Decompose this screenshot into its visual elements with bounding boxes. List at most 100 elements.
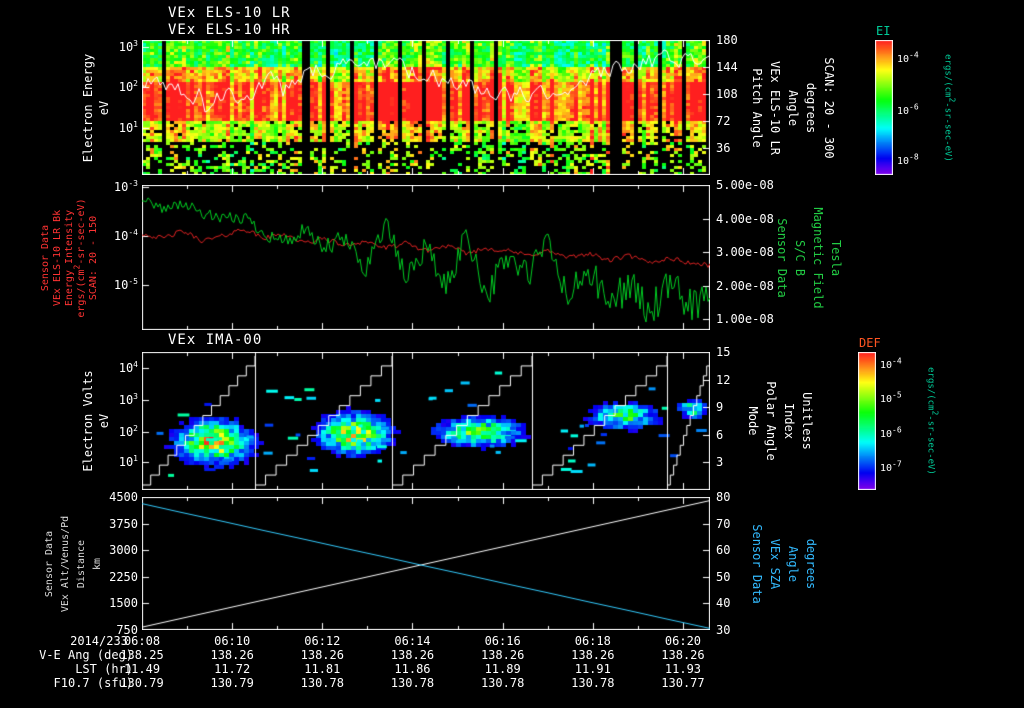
- table-value-1-0: 11.49: [123, 662, 161, 676]
- p3-left-axis-units: eV: [97, 413, 111, 429]
- p3-right-tick-4: 3: [716, 455, 724, 470]
- p1-right-tick-3: 72: [716, 114, 731, 128]
- colorbar-tick-0: 10-4: [897, 50, 919, 66]
- table-value-2-2: 130.78: [300, 676, 344, 690]
- colorbar-tick-2: 10-6: [880, 425, 902, 440]
- p4-right-tick-4: 40: [716, 596, 731, 611]
- p1-right-label-0: Pitch Angle: [750, 67, 764, 148]
- p2-left-label-1: VEx ELS-10 LR Bk: [52, 209, 63, 306]
- p4-right-tick-1: 70: [716, 516, 731, 531]
- p4-right-tick-2: 60: [716, 543, 731, 558]
- colorbar-tick-1: 10-5: [880, 390, 902, 406]
- p4-left-label-0: Sensor Data: [44, 530, 55, 597]
- p2-left-label-2: Energy Intensity: [64, 209, 75, 306]
- p2-right-tick-3: 2.00e-08: [716, 278, 774, 293]
- table-value-0-4: 138.26: [480, 648, 525, 662]
- p4-right-label-2: Angle: [786, 545, 800, 582]
- p1-left-axis-label: Electron Energy: [81, 53, 95, 162]
- p1-right-tick-4: 36: [716, 141, 731, 155]
- p2-right-label-1: S/C B: [793, 239, 807, 276]
- date-label: 2014/233: [70, 634, 128, 648]
- p4-right-tick-5: 30: [716, 623, 731, 637]
- colorbar-title-EI: EI: [876, 24, 891, 38]
- p3-right-tick-1: 12: [716, 372, 731, 387]
- p1-left-tick-1: 102: [118, 79, 138, 95]
- time-tick-label-5: 06:18: [574, 634, 611, 648]
- colorbar-title-DEF: DEF: [859, 336, 881, 350]
- table-row-label-1: LST (hr): [75, 662, 133, 676]
- time-tick-label-2: 06:12: [304, 634, 341, 648]
- p4-left-tick-2: 3000: [109, 543, 138, 558]
- p4-left-tick-1: 3750: [109, 516, 138, 531]
- table-value-0-0: 138.25: [120, 648, 164, 662]
- table-value-2-3: 130.78: [390, 676, 435, 690]
- p3-left-tick-2: 102: [118, 424, 138, 440]
- p3-left-axis-label: Electron Volts: [81, 370, 95, 472]
- p4-right-tick-3: 50: [716, 569, 731, 584]
- p3-right-tick-3: 6: [716, 427, 724, 442]
- p3-left-tick-0: 104: [118, 359, 138, 375]
- p2-left-tick-1: 10-4: [113, 228, 138, 244]
- time-tick-label-3: 06:14: [394, 634, 431, 648]
- time-tick-label-0: 06:08: [123, 634, 161, 648]
- table-value-0-5: 138.26: [571, 648, 615, 662]
- time-tick-label-1: 06:10: [214, 634, 251, 648]
- p2-right-tick-1: 4.00e-08: [716, 211, 774, 226]
- p3-right-label-0: Mode: [746, 406, 760, 436]
- colorbar-tick-0: 10-4: [880, 356, 902, 371]
- p4-left-label-3: km: [92, 557, 103, 570]
- colorbar-tick-2: 10-8: [897, 152, 919, 167]
- colorbar-tick-3: 10-7: [880, 459, 902, 475]
- p2-right-tick-0: 5.00e-08: [716, 178, 774, 192]
- table-value-2-5: 130.78: [571, 676, 615, 690]
- p2-right-tick-2: 3.00e-08: [716, 245, 774, 260]
- p2-left-tick-2: 10-5: [113, 277, 138, 293]
- p4-left-label-2: Distance: [76, 539, 87, 588]
- p2-left-label-4: SCAN: 20 - 150: [88, 215, 99, 300]
- p3-left-tick-3: 101: [118, 453, 138, 469]
- time-tick-label-4: 06:16: [484, 634, 521, 648]
- p1-right-tick-1: 144: [716, 60, 738, 74]
- table-row-label-2: F10.7 (sfu): [53, 676, 133, 690]
- colorbar-units: ergs/(cm2-sr-sec-eV): [942, 53, 957, 162]
- colorbar-units: ergs/(cm2-sr-sec-eV): [925, 367, 940, 475]
- table-value-1-5: 11.91: [574, 662, 611, 676]
- p1-left-axis-units: eV: [97, 100, 111, 115]
- table-value-1-2: 11.81: [304, 662, 341, 676]
- table-value-1-6: 11.93: [664, 662, 702, 676]
- table-value-1-4: 11.89: [484, 662, 521, 676]
- p4-left-tick-3: 2250: [109, 569, 138, 584]
- p3-right-tick-2: 9: [716, 400, 724, 415]
- p1-right-tick-0: 180: [716, 33, 738, 47]
- p4-right-label-1: VEx SZA: [768, 538, 782, 589]
- p3-right-label-3: Unitless: [800, 392, 814, 450]
- p4-right-label-3: degrees: [804, 538, 818, 589]
- p3-right-label-1: Polar Angle: [764, 381, 778, 461]
- p2-right-tick-4: 1.00e-08: [716, 312, 774, 327]
- p4-right-tick-0: 80: [716, 490, 731, 504]
- p2-left-label-3: ergs/(cm2-sr-sec-eV): [72, 197, 87, 318]
- table-value-2-6: 130.77: [661, 676, 705, 690]
- p4-left-label-1: VEx Alt/Venus/Pd: [60, 515, 71, 612]
- p4-left-tick-0: 4500: [109, 490, 138, 504]
- p1-left-tick-0: 103: [118, 38, 138, 54]
- p1-right-tick-2: 108: [716, 87, 738, 101]
- ima-colorbar: [858, 352, 876, 490]
- p2-right-label-3: Tesla: [829, 239, 843, 276]
- p1-right-label-1: VEx ELS-10 LR: [768, 60, 782, 155]
- panel-title-els-lr: VEx ELS-10 LR: [168, 5, 291, 21]
- table-value-1-1: 11.72: [214, 662, 251, 676]
- p3-right-tick-0: 15: [716, 345, 731, 359]
- intensity-bfield-plot: [142, 185, 710, 330]
- p2-left-label-0: Sensor Data: [40, 224, 51, 291]
- table-value-2-0: 130.79: [120, 676, 164, 690]
- els-colorbar: [875, 40, 893, 175]
- table-value-1-3: 11.86: [394, 662, 431, 676]
- p2-right-label-2: Magnetic Field: [811, 206, 825, 309]
- p4-left-tick-4: 1500: [109, 596, 138, 611]
- table-value-0-6: 138.26: [661, 648, 705, 662]
- colorbar-tick-1: 10-6: [897, 102, 919, 117]
- panel-title-els-hr: VEx ELS-10 HR: [168, 22, 291, 38]
- p2-right-label-0: Sensor Data: [775, 217, 789, 298]
